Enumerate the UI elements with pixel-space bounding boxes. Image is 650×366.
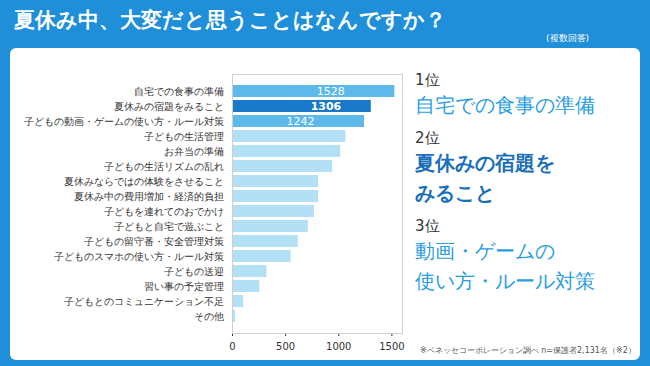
svg-text:子どもの動画・ゲームの使い方・ルール対策: 子どもの動画・ゲームの使い方・ルール対策 (24, 116, 224, 127)
svg-text:子どもとのコミュニケーション不足: 子どもとのコミュニケーション不足 (64, 296, 224, 307)
svg-text:1500: 1500 (379, 341, 404, 352)
svg-text:夏休み中の費用増加・経済的負担: 夏休み中の費用増加・経済的負担 (74, 191, 224, 202)
html-text:動画・ゲームの: 動画・ゲームの (415, 239, 555, 263)
html-text:自宅での食事の準備: 自宅での食事の準備 (415, 93, 595, 117)
svg-text:子どもの留守番・安全管理対策: 子どもの留守番・安全管理対策 (84, 236, 224, 247)
svg-text:子どもを連れてのおでかけ: 子どもを連れてのおでかけ (104, 206, 224, 217)
svg-text:子どもの送迎: 子どもの送迎 (164, 266, 224, 277)
svg-text:子どもの生活管理: 子どもの生活管理 (144, 131, 224, 142)
html-text:3位: 3位 (415, 217, 440, 235)
html-text:1位: 1位 (415, 71, 440, 89)
svg-text:1000: 1000 (326, 341, 351, 352)
html-text:(複数回答): (複数回答) (546, 33, 589, 43)
svg-text:子どもの生活リズムの乱れ: 子どもの生活リズムの乱れ (104, 161, 224, 172)
html-text:みること: みること (415, 181, 495, 205)
html-text:※ベネッセコーポレーション調べ n=保護者2,131名（※2: ※ベネッセコーポレーション調べ n=保護者2,131名（※2） (420, 346, 636, 355)
svg-text:夏休みならではの体験をさせること: 夏休みならではの体験をさせること (64, 176, 224, 187)
svg-text:0: 0 (229, 341, 235, 352)
svg-text:子どものスマホの使い方・ルール対策: 子どものスマホの使い方・ルール対策 (54, 251, 224, 262)
svg-text:自宅での食事の準備: 自宅での食事の準備 (134, 86, 224, 97)
svg-text:夏休みの宿題をみること: 夏休みの宿題をみること (114, 101, 224, 112)
svg-text:500: 500 (276, 341, 295, 352)
svg-text:子どもと自宅で遊ぶこと: 子どもと自宅で遊ぶこと (114, 221, 224, 232)
html-text:夏休み中、大変だと思うことはなんですか？: 夏休み中、大変だと思うことはなんですか？ (14, 8, 446, 32)
svg-text:1242: 1242 (286, 115, 314, 128)
html-text:使い方・ルール対策: 使い方・ルール対策 (415, 269, 595, 293)
html-text:2位: 2位 (415, 129, 440, 147)
svg-text:習い事の予定管理: 習い事の予定管理 (144, 281, 224, 292)
svg-text:1528: 1528 (317, 85, 345, 98)
svg-text:お弁当の準備: お弁当の準備 (164, 146, 224, 157)
svg-text:1306: 1306 (311, 100, 342, 113)
html-text:夏休みの宿題を: 夏休みの宿題を (415, 151, 555, 175)
svg-text:その他: その他 (194, 311, 224, 322)
